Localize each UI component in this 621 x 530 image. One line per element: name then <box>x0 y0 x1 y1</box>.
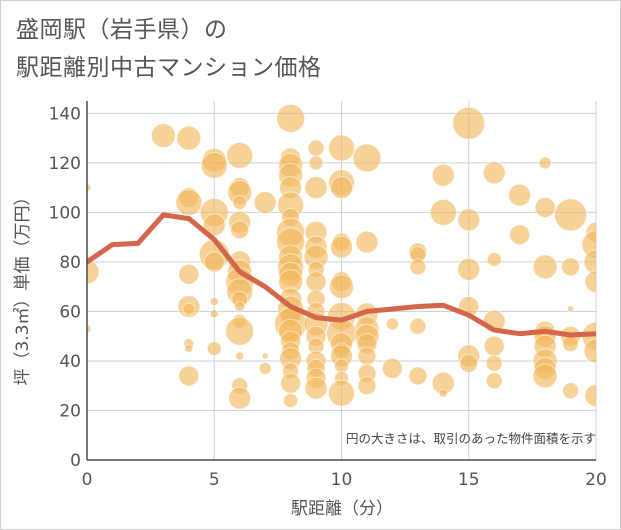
bubble-point <box>459 353 479 373</box>
bubble-point <box>429 198 457 226</box>
x-tick-label: 15 <box>458 470 480 490</box>
bubble-point <box>235 351 245 361</box>
bubble-point <box>328 379 355 407</box>
bubble-point <box>283 393 299 409</box>
bubble-point <box>355 230 379 254</box>
bubble-point <box>87 324 92 334</box>
bubble-point <box>178 365 200 387</box>
bubble-point <box>482 161 506 185</box>
bubble-point <box>228 386 252 410</box>
bubble-point <box>562 382 580 400</box>
y-tick-label: 20 <box>59 401 81 421</box>
bubble-point <box>408 366 428 386</box>
bubble-point <box>209 297 219 307</box>
y-tick-label: 100 <box>49 203 81 223</box>
bubble-point <box>150 123 176 149</box>
bubble-point <box>584 270 596 294</box>
bubble-point <box>175 189 203 217</box>
bubble-point <box>357 346 377 366</box>
bubble-point <box>280 372 302 394</box>
bubble-point <box>206 341 222 357</box>
bubble-point <box>381 357 403 379</box>
bubble-point <box>584 384 596 408</box>
bubble-point <box>253 191 277 215</box>
bubble-point <box>457 257 481 281</box>
y-tick-label: 80 <box>59 253 81 273</box>
bubble-point <box>87 183 92 193</box>
y-tick-label: 140 <box>49 104 81 124</box>
bubble-point <box>385 317 399 331</box>
bubble-point <box>357 376 377 396</box>
bubble-point <box>176 125 202 151</box>
bubble-point <box>203 251 225 273</box>
bubble-point <box>452 106 486 140</box>
bubble-point <box>438 388 448 398</box>
bubble-point <box>200 151 228 179</box>
bubble-point <box>202 213 226 237</box>
bubble-point <box>225 316 255 346</box>
bubble-point <box>532 254 558 280</box>
bubble-point <box>583 249 596 275</box>
bubble-point <box>483 335 505 357</box>
y-tick-label: 40 <box>59 352 81 372</box>
y-axis-title: 坪（3.3㎡）単価（万円） <box>13 188 33 385</box>
x-tick-label: 5 <box>209 470 220 490</box>
x-tick-label: 20 <box>585 470 607 490</box>
size-annotation: 円の大きさは、取引のあった物件面積を示す <box>346 431 596 446</box>
tick-labels: 0 20 40 60 80 100 120 140 0 5 10 15 20 <box>49 104 607 490</box>
bubble-point <box>261 352 269 360</box>
bubble-point <box>509 224 531 246</box>
trend-series <box>87 212 596 338</box>
bubble-point <box>209 309 219 319</box>
bubble-point <box>330 235 353 259</box>
axes <box>86 101 596 461</box>
bubble-point <box>329 274 354 300</box>
bubble-point <box>534 196 556 218</box>
bubble-point <box>352 143 382 173</box>
bubble-point <box>561 257 581 277</box>
x-axis-title: 駅距離（分） <box>291 499 393 519</box>
bubble-point <box>276 103 306 133</box>
bubble-point <box>308 155 324 171</box>
x-tick-label: 0 <box>82 470 93 490</box>
average-price-line <box>87 212 596 338</box>
bubble-point <box>232 195 248 211</box>
bubble-point <box>304 376 328 400</box>
bubble-point <box>508 183 532 207</box>
bubble-point <box>307 139 325 157</box>
y-tick-label: 120 <box>49 154 81 174</box>
bubble-point <box>304 176 328 200</box>
chart-title-line1: 盛岡駅（岩手県）の <box>16 17 228 43</box>
bubble-point <box>305 271 327 293</box>
bubble-point <box>485 372 503 390</box>
bubble-point <box>230 220 250 240</box>
bubble-point <box>258 361 272 375</box>
chart-title-line2: 駅距離別中古マンション価格 <box>16 55 322 81</box>
bubble-point <box>178 263 200 285</box>
bubble-point <box>182 302 196 316</box>
bubble-point <box>554 198 588 232</box>
bubble-point <box>567 305 575 313</box>
bubble-point <box>328 134 355 162</box>
bubble-point <box>485 354 503 372</box>
x-tick-label: 10 <box>331 470 353 490</box>
bubble-point <box>409 317 427 335</box>
bubble-point <box>409 258 427 276</box>
bubble-point <box>532 363 558 389</box>
bubble-point <box>234 300 246 312</box>
bubble-point <box>538 156 552 170</box>
bubble-point <box>457 208 481 232</box>
bubble-point <box>226 141 254 169</box>
bubble-point <box>330 176 353 200</box>
bubble-point <box>486 251 502 267</box>
bubble-point <box>431 163 455 187</box>
y-tick-label: 0 <box>70 451 81 471</box>
bubble-point <box>562 335 580 353</box>
bubble-point <box>87 259 100 285</box>
y-tick-label: 60 <box>59 302 81 322</box>
bubble-point <box>184 344 194 354</box>
bubble-point <box>583 338 596 364</box>
